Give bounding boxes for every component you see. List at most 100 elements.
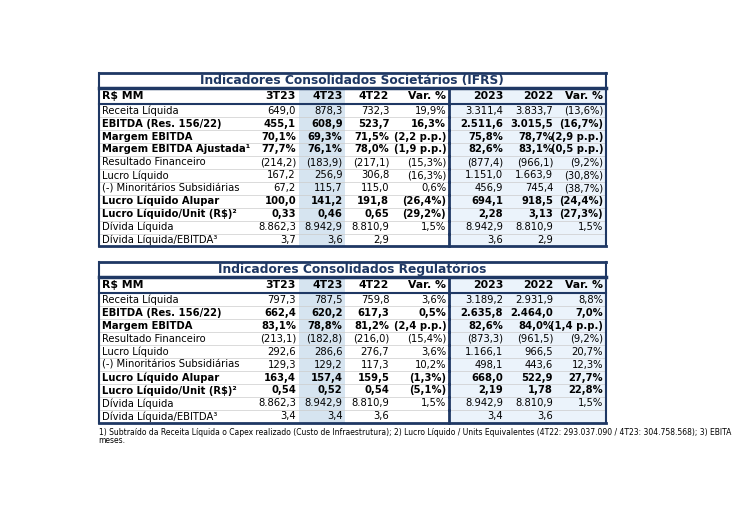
Text: 8.810,9: 8.810,9 <box>352 222 389 232</box>
Text: 7,0%: 7,0% <box>575 308 603 318</box>
Bar <box>299 182 346 195</box>
Text: Lucro Líquido/Unit (R$)²: Lucro Líquido/Unit (R$)² <box>102 209 237 219</box>
Text: (26,4%): (26,4%) <box>402 196 446 206</box>
Text: 3.189,2: 3.189,2 <box>465 295 503 305</box>
Text: 3.833,7: 3.833,7 <box>515 106 553 116</box>
Text: 694,1: 694,1 <box>471 196 503 206</box>
Text: 3,6: 3,6 <box>374 411 389 421</box>
Text: Var. %: Var. % <box>565 280 603 290</box>
Bar <box>299 234 346 246</box>
Text: 8.862,3: 8.862,3 <box>258 399 296 408</box>
Text: 2,9: 2,9 <box>374 235 389 245</box>
Bar <box>299 410 346 423</box>
Text: 256,9: 256,9 <box>314 171 343 180</box>
Text: 8.810,9: 8.810,9 <box>515 399 553 408</box>
Text: Margem EBITDA: Margem EBITDA <box>102 321 192 331</box>
Text: 159,5: 159,5 <box>357 373 389 383</box>
Text: (2,9 p.p.): (2,9 p.p.) <box>550 131 603 142</box>
Text: 4T22: 4T22 <box>359 91 389 101</box>
Text: (16,7%): (16,7%) <box>559 119 603 129</box>
Text: Lucro Líquido: Lucro Líquido <box>102 170 169 181</box>
Text: 3,6: 3,6 <box>487 235 503 245</box>
Text: Var. %: Var. % <box>408 91 446 101</box>
Text: 443,6: 443,6 <box>525 360 553 370</box>
Bar <box>449 234 606 246</box>
Text: 8.810,9: 8.810,9 <box>352 399 389 408</box>
Text: 83,1%: 83,1% <box>518 145 553 154</box>
Text: 191,8: 191,8 <box>357 196 389 206</box>
Text: (961,5): (961,5) <box>517 334 553 344</box>
Text: (-) Minoritários Subsidiárias: (-) Minoritários Subsidiárias <box>102 183 239 193</box>
Text: 67,2: 67,2 <box>274 183 296 193</box>
Text: 0,54: 0,54 <box>271 385 296 395</box>
Text: 71,5%: 71,5% <box>355 131 389 142</box>
Text: Margem EBITDA Ajustada¹: Margem EBITDA Ajustada¹ <box>102 145 250 154</box>
Bar <box>449 345 606 358</box>
Text: 3,4: 3,4 <box>487 411 503 421</box>
Bar <box>449 397 606 410</box>
Text: 918,5: 918,5 <box>521 196 553 206</box>
Text: 4T23: 4T23 <box>312 280 343 290</box>
Text: 8.810,9: 8.810,9 <box>515 222 553 232</box>
Text: R$ MM: R$ MM <box>102 91 143 101</box>
Text: 0,65: 0,65 <box>365 209 389 219</box>
Bar <box>449 384 606 397</box>
Bar <box>449 156 606 169</box>
Text: 157,4: 157,4 <box>310 373 343 383</box>
Text: 2.635,8: 2.635,8 <box>460 308 503 318</box>
Text: 1.663,9: 1.663,9 <box>515 171 553 180</box>
Text: 0,5%: 0,5% <box>418 308 446 318</box>
Text: (27,3%): (27,3%) <box>559 209 603 219</box>
Text: 19,9%: 19,9% <box>415 106 446 116</box>
Text: 1,5%: 1,5% <box>578 222 603 232</box>
Text: 8,8%: 8,8% <box>578 295 603 305</box>
Text: 3,4: 3,4 <box>280 411 296 421</box>
Text: 129,2: 129,2 <box>314 360 343 370</box>
Text: 0,54: 0,54 <box>364 385 389 395</box>
Text: 1,5%: 1,5% <box>578 399 603 408</box>
Text: 662,4: 662,4 <box>264 308 296 318</box>
Text: 75,8%: 75,8% <box>468 131 503 142</box>
Text: 8.942,9: 8.942,9 <box>465 399 503 408</box>
Text: 617,3: 617,3 <box>357 308 389 318</box>
Text: 620,2: 620,2 <box>311 308 343 318</box>
Text: Receita Líquida: Receita Líquida <box>102 295 178 305</box>
Bar <box>299 332 346 345</box>
Text: Resultado Financeiro: Resultado Financeiro <box>102 334 206 344</box>
Text: 117,3: 117,3 <box>360 360 389 370</box>
Text: 2,9: 2,9 <box>537 235 553 245</box>
Text: 3T23: 3T23 <box>266 91 296 101</box>
Bar <box>449 410 606 423</box>
Text: 10,2%: 10,2% <box>415 360 446 370</box>
Text: 3,7: 3,7 <box>280 235 296 245</box>
Text: 8.942,9: 8.942,9 <box>305 399 343 408</box>
Text: 22,8%: 22,8% <box>568 385 603 395</box>
Bar <box>449 332 606 345</box>
Text: 286,6: 286,6 <box>314 347 343 357</box>
Bar <box>449 277 606 294</box>
Text: (-) Minoritários Subsidiárias: (-) Minoritários Subsidiárias <box>102 360 239 370</box>
Text: 8.942,9: 8.942,9 <box>465 222 503 232</box>
Text: 745,4: 745,4 <box>525 183 553 193</box>
Text: (966,1): (966,1) <box>517 157 553 167</box>
Text: 20,7%: 20,7% <box>572 347 603 357</box>
Text: 1.166,1: 1.166,1 <box>465 347 503 357</box>
Text: 8.942,9: 8.942,9 <box>305 222 343 232</box>
Text: Lucro Líquido Alupar: Lucro Líquido Alupar <box>102 372 219 383</box>
Bar <box>299 208 346 220</box>
Text: 8.862,3: 8.862,3 <box>258 222 296 232</box>
Text: EBITDA (Res. 156/22): EBITDA (Res. 156/22) <box>102 308 222 318</box>
Text: 0,6%: 0,6% <box>421 183 446 193</box>
Bar <box>449 169 606 182</box>
Text: (9,2%): (9,2%) <box>570 157 603 167</box>
Text: 276,7: 276,7 <box>360 347 389 357</box>
Bar <box>449 319 606 332</box>
Text: (2,2 p.p.): (2,2 p.p.) <box>393 131 446 142</box>
Text: Lucro Líquido/Unit (R$)²: Lucro Líquido/Unit (R$)² <box>102 385 237 395</box>
Text: 649,0: 649,0 <box>268 106 296 116</box>
Text: (0,5 p.p.): (0,5 p.p.) <box>550 145 603 154</box>
Bar <box>449 182 606 195</box>
Text: 100,0: 100,0 <box>264 196 296 206</box>
Bar <box>449 358 606 371</box>
Text: 0,52: 0,52 <box>318 385 343 395</box>
